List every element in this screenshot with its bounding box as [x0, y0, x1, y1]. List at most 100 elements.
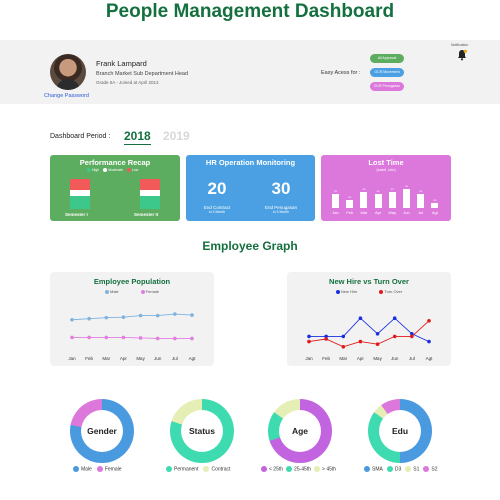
- lost-time-bar-label: xx: [405, 183, 408, 188]
- end-contract-sub: in 3 Month: [208, 209, 226, 214]
- lost-time-bar[interactable]: [403, 188, 410, 208]
- new-hire-turnover-legend: New Hire Turn Over: [287, 289, 451, 294]
- hr-operation-card[interactable]: HR Operation Monitoring 20 End Contract i…: [186, 155, 315, 221]
- data-point-female[interactable]: [70, 335, 74, 340]
- status-legend-contract: Contract: [211, 466, 231, 473]
- x-tick-label: Jan: [68, 356, 76, 361]
- profile-role: Branch Market Sub Department Head: [96, 71, 189, 77]
- legend-dot-permanent: [166, 466, 172, 472]
- data-point-male[interactable]: [121, 315, 126, 319]
- data-point-new-hire[interactable]: [392, 316, 397, 320]
- legend-dot-new-hire: [335, 289, 340, 294]
- legend-high: High: [92, 168, 100, 172]
- year-tab-2018[interactable]: 2018: [124, 129, 151, 145]
- semester-1-label: Semester I: [65, 212, 88, 217]
- employee-population-plot: Jan Feb Mar Apr May Jun Jul Agt: [68, 312, 196, 361]
- lost-time-bar[interactable]: [374, 194, 382, 208]
- data-point-female[interactable]: [190, 336, 194, 341]
- lost-time-bar-label: xx: [376, 189, 380, 194]
- employee-population-chart: Employee Population Male Female Jan Feb Ma…: [50, 272, 214, 366]
- data-point-new-hire[interactable]: [427, 339, 431, 344]
- lost-time-month-label: Jun: [403, 210, 410, 215]
- data-point-male[interactable]: [70, 317, 74, 322]
- legend-dot-s2: [423, 466, 430, 472]
- data-point-male[interactable]: [173, 312, 177, 316]
- data-point-female[interactable]: [173, 336, 177, 341]
- end-penugasan-label: End Penugasan in 3 Month: [251, 205, 311, 215]
- lost-time-bar-label: xx: [362, 186, 366, 191]
- data-point-turn-over[interactable]: [392, 334, 397, 339]
- legend-dot-low: [127, 168, 131, 173]
- data-point-male[interactable]: [190, 313, 194, 317]
- edu-donut[interactable]: Edu: [368, 399, 444, 475]
- age-legend-under-25: < 25th: [269, 466, 284, 473]
- data-point-new-hire[interactable]: [358, 316, 363, 320]
- data-point-new-hire[interactable]: [375, 332, 380, 336]
- data-point-male[interactable]: [155, 313, 160, 318]
- lost-time-card[interactable]: Lost Time (sakit, Izin) xx Jan xx Feb xx Mar x…: [321, 155, 451, 221]
- semester-2-stacked-bar[interactable]: [140, 179, 160, 209]
- year-tab-2019[interactable]: 2019: [163, 129, 190, 143]
- lost-time-bar[interactable]: [388, 191, 396, 208]
- data-point-female[interactable]: [87, 335, 91, 340]
- data-point-turn-over[interactable]: [307, 339, 311, 344]
- lost-time-bar[interactable]: [417, 194, 425, 208]
- lost-time-bar[interactable]: [431, 202, 439, 208]
- age-donut[interactable]: Age: [268, 399, 344, 475]
- legend-dot-high: [87, 168, 91, 173]
- data-point-turn-over[interactable]: [375, 342, 380, 346]
- data-point-new-hire[interactable]: [307, 334, 311, 339]
- data-point-female[interactable]: [104, 335, 109, 340]
- dashboard-period-label: Dashboard Period :: [50, 133, 111, 140]
- data-point-new-hire[interactable]: [341, 334, 346, 339]
- performance-recap-card[interactable]: Performance Recap High Moderate Low Seme…: [50, 155, 180, 221]
- data-point-new-hire[interactable]: [410, 332, 414, 336]
- x-tick-label: Jan: [305, 356, 313, 361]
- x-tick-label: Mar: [339, 356, 347, 361]
- data-point-female[interactable]: [138, 336, 143, 340]
- end-penugasan-value: 30: [271, 179, 291, 198]
- x-tick-label: Jun: [154, 356, 162, 361]
- new-hire-turnover-chart: New Hire vs Turn Over New Hire Turn Over…: [287, 272, 451, 366]
- data-point-turn-over[interactable]: [341, 345, 346, 349]
- gender-legend-female: Female: [104, 466, 122, 473]
- avatar[interactable]: [50, 54, 86, 90]
- profile-meta: Grade 5A - Joined at April 2013: [96, 80, 159, 85]
- end-penugasan-sub: in 3 Month: [272, 209, 290, 214]
- x-tick-label: Jul: [409, 356, 415, 361]
- legend-dot-d3: [386, 466, 393, 472]
- data-point-male[interactable]: [87, 316, 91, 321]
- data-point-turn-over[interactable]: [410, 334, 414, 339]
- data-point-turn-over[interactable]: [427, 319, 431, 323]
- lost-time-subtitle: (sakit, Izin): [376, 167, 396, 172]
- legend-dot-turn-over: [379, 289, 384, 294]
- status-donut[interactable]: Status: [170, 399, 246, 475]
- semester-1-low-segment: [70, 179, 90, 190]
- data-point-female[interactable]: [121, 335, 126, 340]
- data-point-male[interactable]: [138, 313, 143, 318]
- lost-time-bar[interactable]: [346, 199, 354, 208]
- change-password-link[interactable]: Change Password: [44, 93, 89, 99]
- ocr-penugasan-button[interactable]: OCR Penugasan: [370, 82, 404, 91]
- all-approval-button[interactable]: All Approval: [370, 54, 404, 63]
- series-line-female: [72, 336, 192, 339]
- age-legend: < 25th 25-45th > 45th: [261, 466, 336, 472]
- hr-operation-title: HR Operation Monitoring: [205, 158, 296, 167]
- bell-icon[interactable]: [456, 49, 468, 61]
- data-point-male[interactable]: [104, 315, 109, 320]
- page-title: People Management Dashboard: [105, 1, 395, 22]
- semester-1-stacked-bar[interactable]: [70, 179, 90, 209]
- legend-dot-gender-female: [96, 466, 103, 472]
- gender-donut[interactable]: Gender: [70, 399, 146, 475]
- legend-dot-contract: [203, 466, 210, 472]
- ocr-movement-button[interactable]: OCR Movement: [370, 68, 404, 77]
- lost-time-bar[interactable]: [360, 191, 368, 208]
- lost-time-bar[interactable]: [332, 194, 339, 208]
- data-point-female[interactable]: [155, 336, 160, 341]
- data-point-turn-over[interactable]: [324, 337, 328, 341]
- data-point-new-hire[interactable]: [324, 334, 328, 339]
- edu-legend-s2: S2: [431, 466, 438, 473]
- data-point-turn-over[interactable]: [358, 339, 363, 344]
- lost-time-month-label: Jul: [418, 210, 424, 215]
- employee-population-title: Employee Population: [93, 277, 171, 286]
